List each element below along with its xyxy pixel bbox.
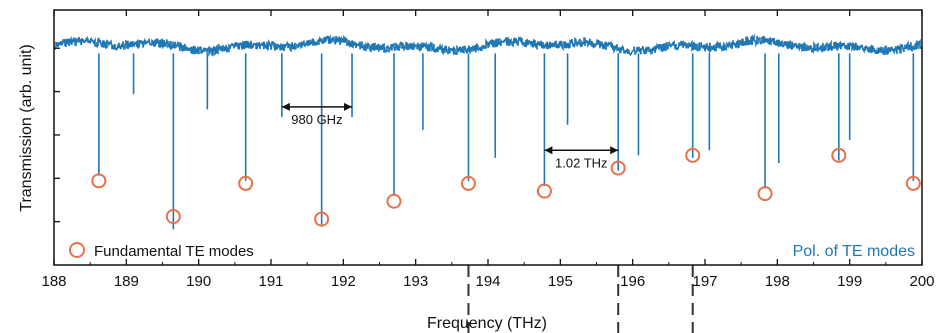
annotation-arrow-right (344, 102, 353, 111)
annotation-arrow-left (544, 146, 553, 155)
x-tick-label: 189 (114, 273, 139, 290)
fundamental-mode-marker (536, 183, 552, 199)
annotation-arrow-right (610, 146, 619, 155)
fundamental-mode-marker (386, 193, 402, 209)
x-tick-label: 200 (909, 273, 934, 290)
fundamental-mode-marker (165, 209, 181, 225)
fundamental-mode-marker (91, 173, 107, 189)
x-tick-label: 195 (548, 273, 573, 290)
fundamental-mode-marker (831, 147, 847, 163)
x-tick-label: 197 (692, 273, 717, 290)
chart-marks: 980 GHz 1.02 THz (54, 33, 922, 333)
x-tick-label: 188 (41, 273, 66, 290)
fundamental-mode-marker (757, 186, 773, 202)
x-tick-label: 191 (258, 273, 283, 290)
x-tick-label: 192 (331, 273, 356, 290)
pol-te-modes-label: Pol. of TE modes (793, 243, 915, 260)
x-tick-label: 199 (837, 273, 862, 290)
fundamental-mode-marker (314, 211, 330, 227)
legend-circle-icon (69, 242, 85, 258)
annotation-label: 1.02 THz (555, 155, 608, 170)
x-tick-label: 190 (186, 273, 211, 290)
fundamental-mode-marker (460, 175, 476, 191)
legend-label: Fundamental TE modes (94, 243, 254, 260)
x-tick-label: 193 (403, 273, 428, 290)
x-tick-label: 196 (620, 273, 645, 290)
transmission-trace (54, 33, 922, 57)
y-axis-title: Transmission (arb. unit) (18, 44, 35, 211)
x-tick-label: 194 (475, 273, 500, 290)
fundamental-mode-marker (610, 160, 626, 176)
x-axis-title: Frequency (THz) (427, 315, 547, 332)
annotation-label: 980 GHz (291, 112, 342, 127)
fundamental-mode-marker (238, 175, 254, 191)
annotation-arrow-left (281, 102, 290, 111)
chart-axes: 188 189 190 191 192 193 194 195 196 197 198 199 200 (41, 9, 935, 290)
x-tick-label: 198 (765, 273, 790, 290)
fundamental-mode-marker (905, 175, 921, 191)
fundamental-mode-marker (685, 147, 701, 163)
